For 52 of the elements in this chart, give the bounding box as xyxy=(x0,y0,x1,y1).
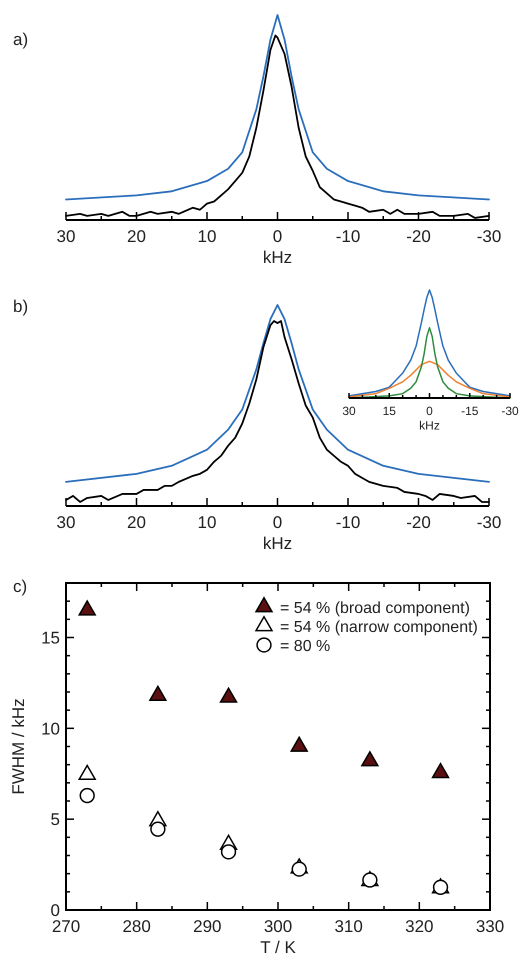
y-axis-title: FWHM / kHz xyxy=(9,698,28,795)
x-tick-label: -30 xyxy=(476,227,502,246)
point xyxy=(149,686,167,701)
point xyxy=(150,822,166,837)
point xyxy=(361,751,379,766)
x-tick-label: 30 xyxy=(56,227,76,246)
point xyxy=(78,600,96,616)
x-tick-label: 0 xyxy=(272,513,282,532)
x-tick-label: 320 xyxy=(405,917,434,936)
point xyxy=(290,736,308,752)
x-tick-label: -30 xyxy=(476,513,502,532)
legend-label: = 80 % xyxy=(280,638,330,655)
x-tick-label: 20 xyxy=(127,227,146,246)
x-tick-label: -10 xyxy=(336,513,360,532)
point xyxy=(220,688,238,703)
point xyxy=(78,764,96,780)
x-tick-label: 10 xyxy=(198,513,216,532)
x-tick-label: 270 xyxy=(52,917,80,936)
x-tick-label: -30 xyxy=(501,404,519,418)
x-tick-label: -15 xyxy=(461,404,479,418)
legend-label: = 54 % (narrow component) xyxy=(280,619,478,636)
y-tick-label: 5 xyxy=(50,810,60,830)
legend-label: = 54 % (broad component) xyxy=(280,600,470,617)
point xyxy=(220,844,236,860)
y-tick-label: 15 xyxy=(41,628,60,648)
x-tick-label: -20 xyxy=(406,227,431,246)
x-tick-label: 0 xyxy=(272,227,282,246)
x-tick-label: 30 xyxy=(342,404,356,418)
x-tick-label: 0 xyxy=(426,404,434,418)
y-tick-label: 10 xyxy=(41,719,60,738)
point xyxy=(292,861,307,877)
x-tick-label: -10 xyxy=(336,227,360,246)
x-tick-label: 30 xyxy=(56,513,76,532)
x-tick-label: 280 xyxy=(122,917,151,936)
x-tick-label: 20 xyxy=(127,513,146,532)
x-tick-label: 290 xyxy=(193,917,222,936)
y-tick-label: 0 xyxy=(50,900,60,920)
text: a) xyxy=(13,30,28,49)
x-tick-label: 10 xyxy=(198,227,216,246)
x-tick-label: -20 xyxy=(406,513,431,532)
x-axis-title: kHz xyxy=(419,418,440,433)
chart-title: c) xyxy=(13,577,28,596)
x-tick-label: 15 xyxy=(382,404,396,418)
x-axis-title: kHz xyxy=(262,248,292,268)
x-axis-title: T / K xyxy=(260,938,296,958)
x-tick-label: 330 xyxy=(476,917,504,936)
point xyxy=(80,788,95,804)
x-axis-title: kHz xyxy=(262,534,292,554)
x-tick-label: 300 xyxy=(264,917,292,936)
chart-title: b) xyxy=(13,297,28,316)
point xyxy=(432,762,450,778)
x-tick-label: 310 xyxy=(334,917,363,936)
